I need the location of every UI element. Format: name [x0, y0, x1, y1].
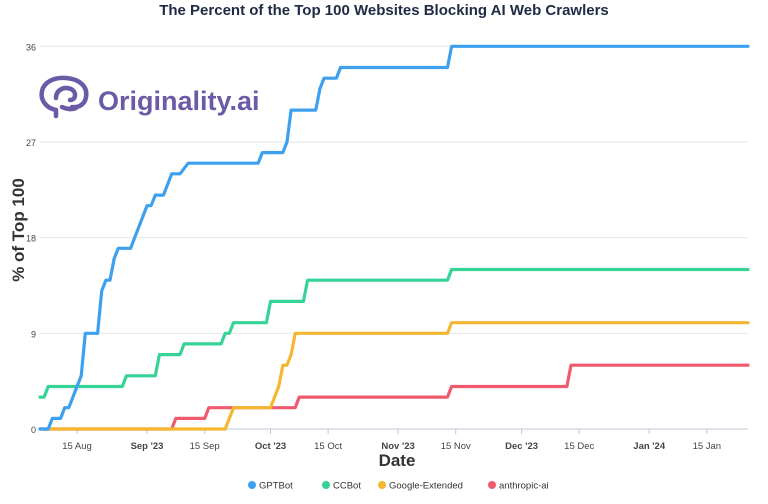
legend-label: anthropic-ai	[499, 481, 549, 492]
x-tick-label: Jan '24	[633, 441, 666, 452]
x-tick-label: 15 Nov	[441, 441, 471, 452]
x-tick-label: Sep '23	[131, 441, 164, 452]
x-tick-label: Oct '23	[255, 441, 286, 452]
series-line-google-extended	[38, 321, 750, 431]
gridlines	[40, 45, 748, 434]
x-tick-label: 15 Dec	[564, 441, 594, 452]
legend-item-ccbot[interactable]: CCBot	[322, 481, 361, 492]
y-tick-label: 36	[26, 42, 36, 52]
x-tick-label: Dec '23	[505, 441, 538, 452]
x-tick-label: 15 Jan	[693, 441, 722, 452]
brand-name: Originality.ai	[98, 86, 260, 116]
legend-item-anthropic-ai[interactable]: anthropic-ai	[488, 481, 549, 492]
chart-title: The Percent of the Top 100 Websites Bloc…	[159, 2, 609, 19]
legend-label: CCBot	[333, 481, 361, 492]
x-tick-label: 15 Aug	[62, 441, 92, 452]
legend-marker	[248, 481, 256, 489]
legend[interactable]: GPTBot CCBot Google-Extended anthropic-ai	[248, 481, 549, 492]
y-tick-label: 0	[31, 425, 36, 435]
legend-item-google-extended[interactable]: Google-Extended	[378, 481, 463, 492]
legend-label: Google-Extended	[389, 481, 463, 492]
legend-marker	[488, 481, 496, 489]
series-line-gptbot	[38, 44, 750, 431]
legend-marker	[322, 481, 330, 489]
y-tick-label: 9	[31, 329, 36, 339]
brand-logo: Originality.ai	[39, 75, 260, 119]
x-tick-label: Nov '23	[381, 441, 414, 452]
series-line-anthropic-ai	[38, 363, 750, 431]
x-tick-label: 15 Oct	[314, 441, 342, 452]
y-tick-label: 18	[26, 234, 36, 244]
x-axis-label: Date	[379, 451, 416, 470]
y-axis-label: % of Top 100	[9, 178, 28, 282]
series-lines	[38, 44, 750, 431]
y-tick-labels: 0 9 18 27 36	[26, 42, 36, 435]
legend-marker	[378, 481, 386, 489]
y-tick-label: 27	[26, 138, 36, 148]
series-line-ccbot	[38, 267, 750, 399]
legend-label: GPTBot	[259, 481, 293, 492]
brain-icon	[39, 75, 89, 119]
x-tick-labels: 15 Aug Sep '23 15 Sep Oct '23 15 Oct Nov '23 1…	[62, 441, 721, 452]
x-tick-label: 15 Sep	[190, 441, 220, 452]
legend-item-gptbot[interactable]: GPTBot	[248, 481, 293, 492]
